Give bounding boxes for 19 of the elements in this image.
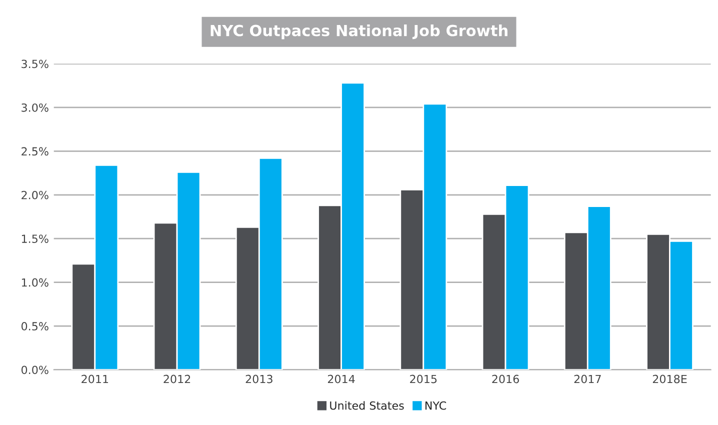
x-tick-label: 2012 bbox=[164, 374, 190, 384]
y-tick-label: 0.5% bbox=[21, 322, 48, 330]
x-tick-label: 2017 bbox=[574, 374, 601, 384]
x-tick-label: 2014 bbox=[328, 374, 355, 384]
y-tick-label: 0.0% bbox=[21, 366, 48, 374]
x-tick-label: 2011 bbox=[82, 374, 108, 384]
y-tick-label: 1.5% bbox=[22, 234, 48, 243]
y-tick-label: 2.0% bbox=[22, 190, 48, 200]
legend-label: United States bbox=[330, 401, 404, 410]
x-tick-label: 2016 bbox=[492, 374, 519, 384]
x-tick-label: 2015 bbox=[410, 374, 437, 384]
x-tick-label: 2018E bbox=[652, 374, 687, 384]
chart-title: NYC Outpaces National Job Growth bbox=[210, 24, 508, 40]
x-tick-label: 2013 bbox=[246, 374, 272, 384]
legend-label: NYC bbox=[425, 401, 446, 410]
y-tick-label: 2.5% bbox=[22, 147, 48, 156]
y-tick-label: 3.0% bbox=[22, 103, 48, 112]
y-tick-label: 1.0% bbox=[22, 278, 48, 287]
y-tick-label: 3.5% bbox=[22, 60, 48, 68]
